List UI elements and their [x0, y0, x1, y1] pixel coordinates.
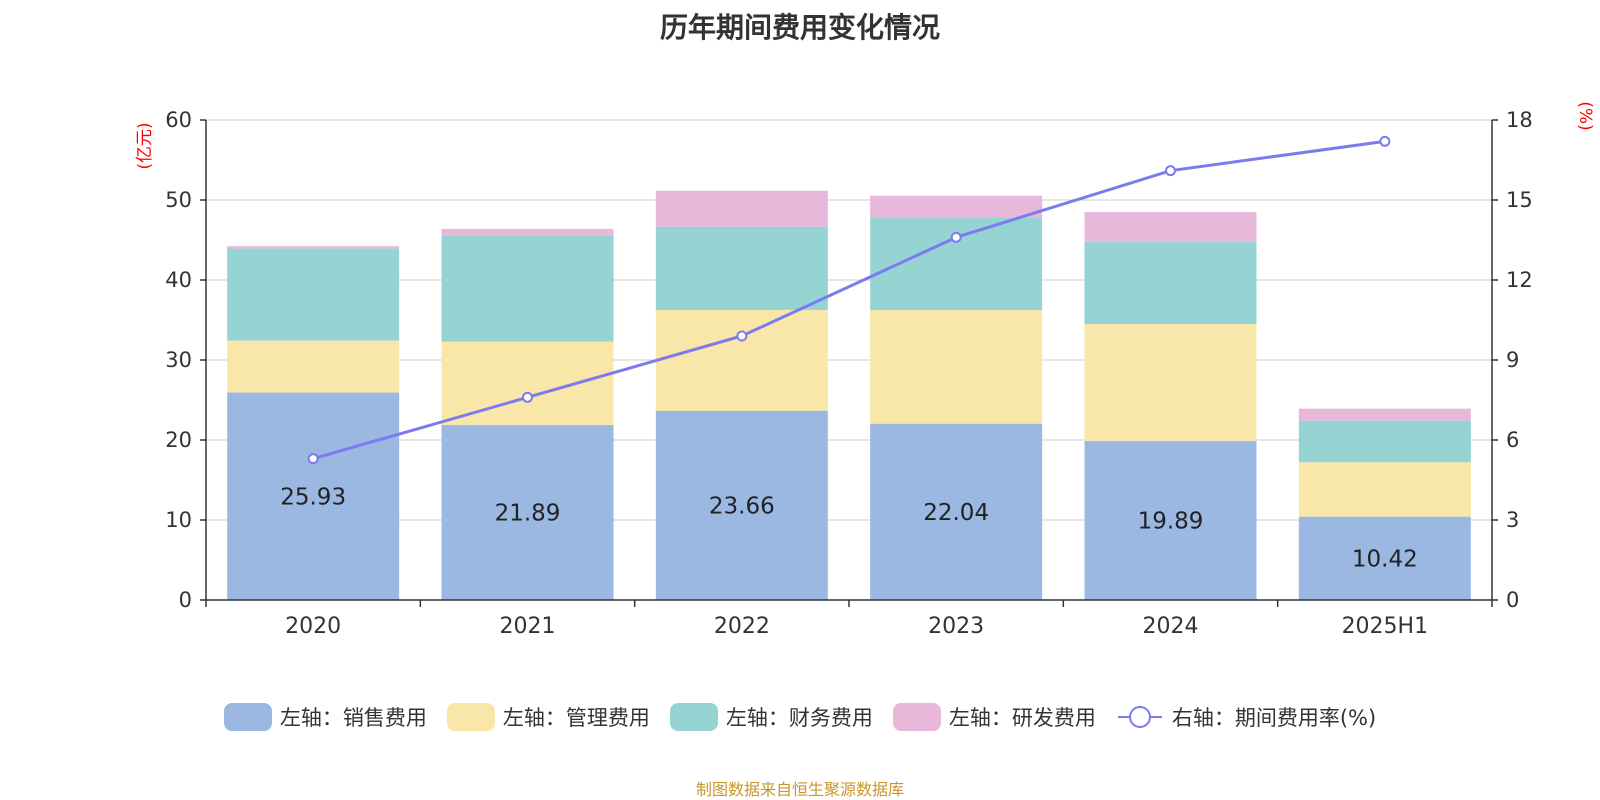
legend-item[interactable]: 右轴：期间费用率(%) [1116, 702, 1376, 732]
axis-layer: 0 10 20 30 40 50 60 0 3 6 9 12 15 18 (亿元) (%) 2020 2021 20… [135, 101, 1595, 639]
left-axis-tick-label: 40 [165, 268, 192, 292]
legend-item[interactable]: 左轴：销售费用 [223, 702, 427, 732]
bar-rd [441, 228, 614, 236]
left-axis-tick-label: 50 [165, 188, 192, 212]
left-axis-tick-label: 30 [165, 348, 192, 372]
right-axis-tick-label: 9 [1506, 348, 1519, 372]
x-axis-tick-label: 2020 [285, 614, 341, 639]
bar-admin [655, 309, 828, 411]
rate-line [312, 139, 1386, 461]
rate-point [522, 391, 533, 403]
sales-data-label: 10.42 [1352, 546, 1418, 572]
bar-finance [441, 235, 614, 342]
legend-label: 左轴：管理费用 [502, 706, 650, 730]
rate-point [1165, 165, 1176, 177]
legend-item[interactable]: 左轴：财务费用 [669, 702, 873, 732]
right-axis-tick-label: 12 [1506, 268, 1533, 292]
rate-point [1379, 135, 1391, 147]
left-axis-tick-label: 60 [165, 108, 192, 132]
sales-data-label: 21.89 [495, 500, 561, 526]
x-axis-tick-label: 2024 [1143, 614, 1199, 639]
bar-rd [870, 195, 1043, 218]
sales-data-label: 19.89 [1138, 508, 1204, 534]
legend-swatch [446, 703, 495, 731]
legend-label: 左轴：研发费用 [948, 706, 1096, 730]
bar-admin [870, 310, 1043, 424]
legend-label: 左轴：财务费用 [725, 706, 873, 730]
left-axis-unit: (亿元) [135, 122, 155, 169]
bar-sales [870, 423, 1043, 600]
left-axis-tick-label: 0 [179, 588, 192, 612]
bar-sales [1298, 516, 1471, 600]
x-axis-tick-label: 2022 [714, 614, 770, 639]
legend-swatch [669, 703, 718, 731]
sales-data-label: 25.93 [280, 484, 346, 510]
chart-title: 历年期间费用变化情况 [659, 11, 940, 44]
bar-sales [441, 424, 614, 600]
sales-data-label: 22.04 [923, 500, 989, 526]
right-axis-unit: (%) [1575, 101, 1595, 130]
bar-rd [1084, 212, 1257, 242]
bar-sales [655, 410, 828, 600]
bar-rd [655, 190, 828, 227]
legend-label: 左轴：销售费用 [279, 706, 427, 730]
bar-sales [227, 392, 400, 600]
bar-rd [1298, 408, 1471, 421]
x-axis-tick-label: 2023 [928, 614, 984, 639]
bar-finance [1298, 420, 1471, 463]
bar-admin [227, 340, 400, 393]
rate-point [950, 231, 962, 243]
bar-finance [227, 248, 400, 341]
label-layer: 25.93 21.89 23.66 22.04 19.89 10.42 [280, 484, 1418, 572]
right-axis-tick-label: 3 [1506, 508, 1519, 532]
legend-swatch [223, 703, 272, 731]
legend: 左轴：销售费用 左轴：管理费用 左轴：财务费用 左轴：研发费用 右轴：期间费用率(%) [0, 702, 1600, 732]
right-axis-tick-label: 6 [1506, 428, 1519, 452]
rate-point [307, 453, 319, 465]
legend-line-marker [1117, 706, 1162, 728]
sales-data-label: 23.66 [709, 493, 775, 519]
bar-finance [1084, 241, 1257, 325]
bar-sales [1084, 440, 1257, 600]
bar-admin [1084, 324, 1257, 441]
legend-swatch [892, 703, 941, 731]
legend-item[interactable]: 左轴：研发费用 [892, 702, 1096, 732]
left-axis-tick-label: 20 [165, 428, 192, 452]
legend-label: 右轴：期间费用率(%) [1171, 706, 1377, 730]
bar-finance [655, 226, 828, 310]
rate-point [736, 330, 748, 342]
legend-item[interactable]: 左轴：管理费用 [446, 702, 650, 732]
x-axis-tick-label: 2025H1 [1342, 614, 1429, 639]
bar-admin [1298, 462, 1471, 517]
line-layer [307, 135, 1391, 465]
bar-layer [227, 190, 1471, 600]
left-axis-tick-label: 10 [165, 508, 192, 532]
source-note: 制图数据来自恒生聚源数据库 [695, 780, 904, 799]
x-axis-tick-label: 2021 [500, 614, 556, 639]
bar-rd [227, 246, 400, 249]
bar-admin [441, 341, 614, 425]
right-axis-tick-label: 0 [1506, 588, 1519, 612]
grid-layer [206, 119, 1492, 521]
right-axis-tick-label: 18 [1506, 108, 1533, 132]
right-axis-tick-label: 15 [1506, 188, 1533, 212]
